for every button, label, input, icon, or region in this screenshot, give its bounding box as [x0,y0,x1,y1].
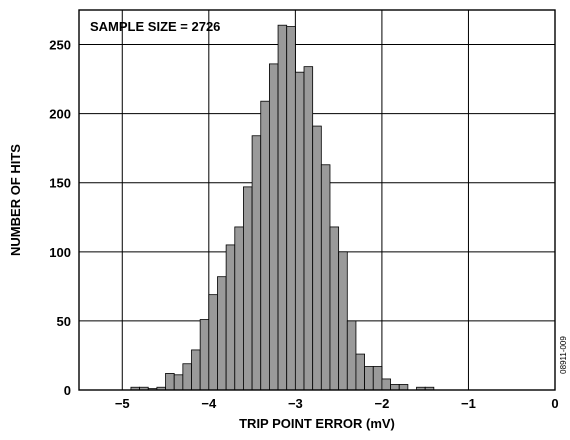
histogram-bar [260,100,270,391]
histogram-bar [268,63,279,391]
y-tick-label: 100 [49,245,71,260]
y-axis-title: NUMBER OF HITS [8,144,23,256]
histogram-bar [286,26,296,391]
histogram-bars [130,24,435,391]
histogram-bar [364,366,374,391]
y-tick-label: 250 [49,38,71,53]
y-tick-labels: 0 50 100 150 200 250 [49,38,71,398]
plot-frame [78,9,556,391]
x-tick-label: 0 [551,396,558,411]
histogram-bar [338,251,348,391]
x-tick-label: −4 [201,396,217,411]
histogram-bar [199,319,210,391]
histogram-bar [355,353,366,391]
histogram-bar [251,135,262,391]
histogram-bar [346,320,357,391]
histogram-bar [217,276,227,391]
histogram-bar [372,366,383,391]
histogram-bar [329,226,340,391]
histogram-bar [277,24,288,391]
y-tick-label: 150 [49,176,71,191]
histogram-bar [381,378,391,391]
x-tick-labels: −5 −4 −3 −2 −1 0 [115,396,559,411]
x-tick-label: −3 [288,396,303,411]
histogram-bar [398,384,409,391]
y-tick-label: 50 [57,314,71,329]
histogram-bar [294,71,305,391]
histogram-bar [191,349,201,391]
x-tick-label: −2 [374,396,389,411]
x-tick-label: −5 [115,396,130,411]
figure-id-label: 08911-009 [559,336,568,374]
sample-size-annotation: SAMPLE SIZE = 2726 [90,19,220,34]
histogram-bar [390,384,400,391]
histogram-bar [320,164,331,391]
histogram-bar [234,226,244,391]
x-tick-label: −1 [461,396,476,411]
histogram-bar [182,363,192,391]
histogram-bar [165,373,175,391]
histogram-bar [243,186,253,391]
histogram-bar [208,294,218,391]
x-axis-title: TRIP POINT ERROR (mV) [239,416,395,431]
histogram-bar [312,125,322,391]
y-tick-label: 200 [49,107,71,122]
histogram-bar [303,66,314,391]
histogram-bar [225,244,236,391]
y-tick-label: 0 [64,383,71,398]
histogram-bar [173,374,184,391]
